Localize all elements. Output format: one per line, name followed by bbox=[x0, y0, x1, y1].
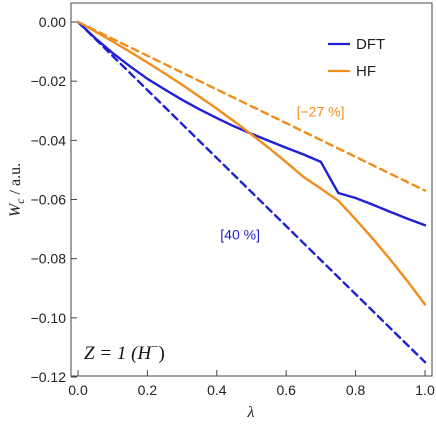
x-axis-label: λ bbox=[247, 404, 255, 421]
plot-area bbox=[70, 2, 433, 377]
x-tick-label: 0.0 bbox=[68, 382, 88, 398]
x-tick-label: 0.2 bbox=[138, 382, 158, 398]
legend: DFT HF bbox=[328, 36, 385, 80]
x-tick-label: 0.8 bbox=[346, 382, 366, 398]
y-tick-label: 0.00 bbox=[39, 14, 66, 30]
legend-label-dft: DFT bbox=[356, 36, 385, 53]
y-tick-label: −0.06 bbox=[31, 192, 67, 208]
annotation-hf-percent: [−27 %] bbox=[297, 104, 345, 120]
x-tick-label: 1.0 bbox=[415, 382, 435, 398]
y-axis-label-main: W bbox=[7, 202, 24, 217]
y-tick-label: −0.10 bbox=[31, 310, 67, 326]
legend-label-hf: HF bbox=[356, 63, 376, 80]
y-tick-label: −0.02 bbox=[31, 73, 67, 89]
system-label: Z = 1 (H−) bbox=[84, 339, 165, 364]
y-axis-label-sub: c bbox=[13, 198, 27, 204]
x-tick-label: 0.6 bbox=[276, 382, 296, 398]
y-tick-label: −0.12 bbox=[31, 369, 67, 385]
system-label-closing: ) bbox=[159, 343, 165, 364]
series-line-dft-dashed bbox=[76, 20, 427, 364]
y-axis-ticks: 0.00 −0.02 −0.04 −0.06 −0.08 −0.10 −0.12 bbox=[31, 14, 77, 385]
x-axis-ticks: 0.0 0.2 0.4 0.6 0.8 1.0 bbox=[68, 370, 435, 398]
series-line-hf bbox=[76, 20, 427, 306]
y-tick-label: −0.08 bbox=[31, 251, 67, 267]
y-axis-label: Wc / a.u. bbox=[7, 163, 27, 217]
annotation-dft-percent: [40 %] bbox=[220, 226, 260, 242]
plot-frame bbox=[70, 2, 433, 377]
y-axis-label-tail: / a.u. bbox=[7, 163, 24, 199]
system-label-superscript: − bbox=[151, 339, 158, 354]
series-layer bbox=[76, 20, 427, 364]
system-label-main: Z = 1 (H bbox=[84, 343, 152, 364]
x-tick-label: 0.4 bbox=[207, 382, 227, 398]
series-line-hf-dashed bbox=[76, 20, 427, 192]
y-tick-label: −0.04 bbox=[31, 132, 67, 148]
